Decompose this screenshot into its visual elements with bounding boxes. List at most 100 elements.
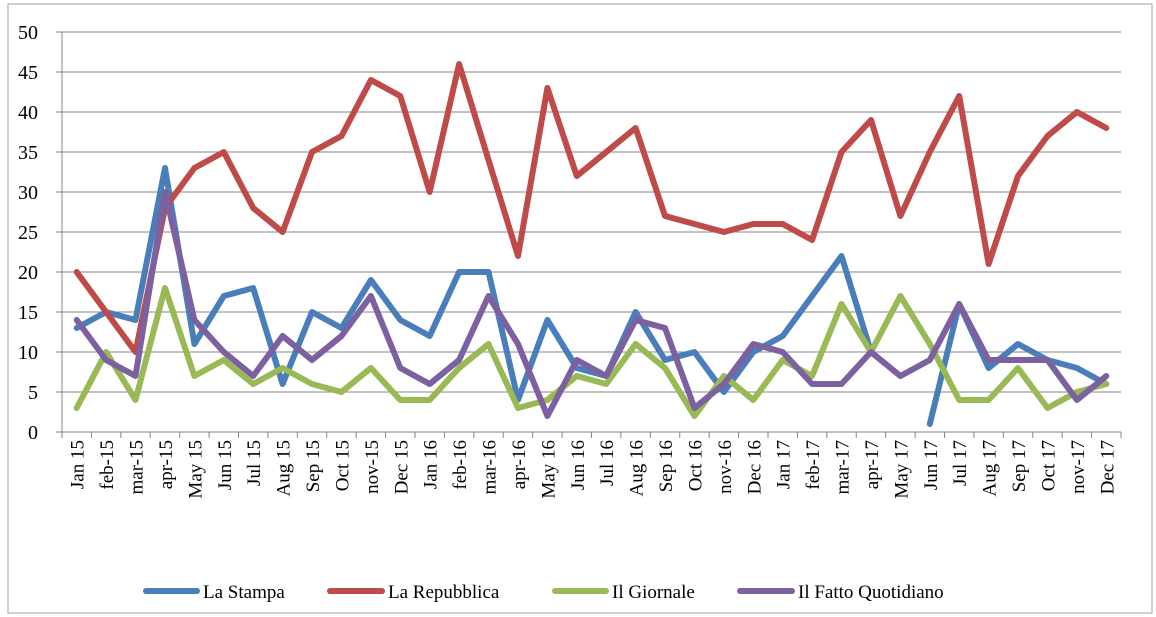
data-point xyxy=(809,237,815,243)
x-tick-label: Aug 17 xyxy=(980,440,1001,496)
x-tick-label: Aug 15 xyxy=(274,440,295,496)
series-layer xyxy=(73,61,1110,427)
data-point xyxy=(603,381,609,387)
legend-item: Il Fatto Quotidiano xyxy=(737,582,944,603)
data-point xyxy=(133,373,139,379)
data-point xyxy=(221,293,227,299)
legend: La Stampa La Repubblica Il Giornale Il Fatt… xyxy=(143,582,944,603)
data-point xyxy=(839,301,845,307)
x-tick-label: Oct 15 xyxy=(332,440,353,491)
y-tick-label: 50 xyxy=(18,22,38,44)
y-tick-label: 20 xyxy=(18,262,38,284)
grid-layer xyxy=(62,31,1121,433)
data-point xyxy=(1015,341,1021,347)
data-point xyxy=(927,357,933,363)
y-tick-label: 10 xyxy=(18,342,38,364)
x-tick-label: Oct 17 xyxy=(1038,440,1059,491)
data-point xyxy=(486,293,492,299)
data-point xyxy=(515,253,521,259)
legend-label: Il Fatto Quotidiano xyxy=(798,582,944,603)
x-tick-label: Jun 17 xyxy=(921,440,942,490)
data-point xyxy=(956,93,962,99)
data-point xyxy=(986,365,992,371)
data-point xyxy=(427,189,433,195)
y-tick-label: 35 xyxy=(18,142,38,164)
data-point xyxy=(368,277,374,283)
x-tick-label: nov-16 xyxy=(715,440,736,494)
data-point xyxy=(309,357,315,363)
data-point xyxy=(633,309,639,315)
x-tick-label: mar-16 xyxy=(480,440,501,495)
data-point xyxy=(515,405,521,411)
y-tick-label: 40 xyxy=(18,102,38,124)
data-point xyxy=(1074,109,1080,115)
y-tick-label: 15 xyxy=(18,302,38,324)
data-point xyxy=(397,93,403,99)
data-point xyxy=(544,397,550,403)
data-point xyxy=(339,389,345,395)
data-point xyxy=(780,349,786,355)
data-point xyxy=(486,341,492,347)
data-point xyxy=(162,165,168,171)
data-point xyxy=(692,221,698,227)
x-tick-label: mar-15 xyxy=(127,440,148,495)
x-tick-label: Jan 17 xyxy=(774,440,795,489)
data-point xyxy=(191,317,197,323)
data-point xyxy=(839,253,845,259)
x-tick-label: apr-16 xyxy=(509,440,530,489)
data-point xyxy=(633,125,639,131)
data-point xyxy=(574,373,580,379)
series-la-repubblica xyxy=(73,61,1110,355)
data-point xyxy=(986,357,992,363)
data-point xyxy=(692,413,698,419)
data-point xyxy=(868,349,874,355)
data-point xyxy=(633,341,639,347)
data-point xyxy=(897,293,903,299)
data-point xyxy=(339,133,345,139)
data-point xyxy=(191,373,197,379)
x-tick-label: nov-15 xyxy=(362,440,383,494)
data-point xyxy=(1103,381,1109,387)
data-point xyxy=(133,317,139,323)
data-point xyxy=(221,349,227,355)
x-tick-label: Sep 15 xyxy=(303,440,324,492)
data-point xyxy=(1103,373,1109,379)
series-line xyxy=(73,61,1110,355)
data-point xyxy=(721,381,727,387)
data-point xyxy=(809,293,815,299)
data-point xyxy=(280,365,286,371)
data-point xyxy=(956,397,962,403)
data-point xyxy=(191,341,197,347)
x-tick-label: feb-17 xyxy=(803,440,824,490)
x-tick-label: Jan 15 xyxy=(68,440,89,489)
data-point xyxy=(1074,365,1080,371)
data-point xyxy=(927,341,933,347)
data-point xyxy=(250,205,256,211)
data-point xyxy=(780,221,786,227)
data-point xyxy=(486,269,492,275)
x-tick-label: Aug 16 xyxy=(627,440,648,496)
series-line xyxy=(73,165,874,403)
data-point xyxy=(633,317,639,323)
data-point xyxy=(1015,357,1021,363)
data-point xyxy=(280,333,286,339)
y-tick-label: 0 xyxy=(28,422,38,444)
y-tick-label: 25 xyxy=(18,222,38,244)
data-point xyxy=(339,333,345,339)
data-point xyxy=(103,357,109,363)
data-point xyxy=(309,381,315,387)
x-tick-label: apr-17 xyxy=(862,440,883,489)
data-point xyxy=(397,397,403,403)
data-point xyxy=(162,285,168,291)
x-tick-label: Jul 16 xyxy=(597,440,618,486)
data-point xyxy=(74,269,80,275)
legend-item: La Stampa xyxy=(143,582,285,603)
legend-label: La Repubblica xyxy=(388,582,500,603)
data-point xyxy=(868,117,874,123)
y-tick-label: 30 xyxy=(18,182,38,204)
x-tick-label: May 16 xyxy=(538,440,559,499)
data-point xyxy=(956,301,962,307)
data-point xyxy=(927,149,933,155)
x-tick-label: apr-15 xyxy=(156,440,177,489)
x-tick-label: Sep 17 xyxy=(1009,440,1030,492)
